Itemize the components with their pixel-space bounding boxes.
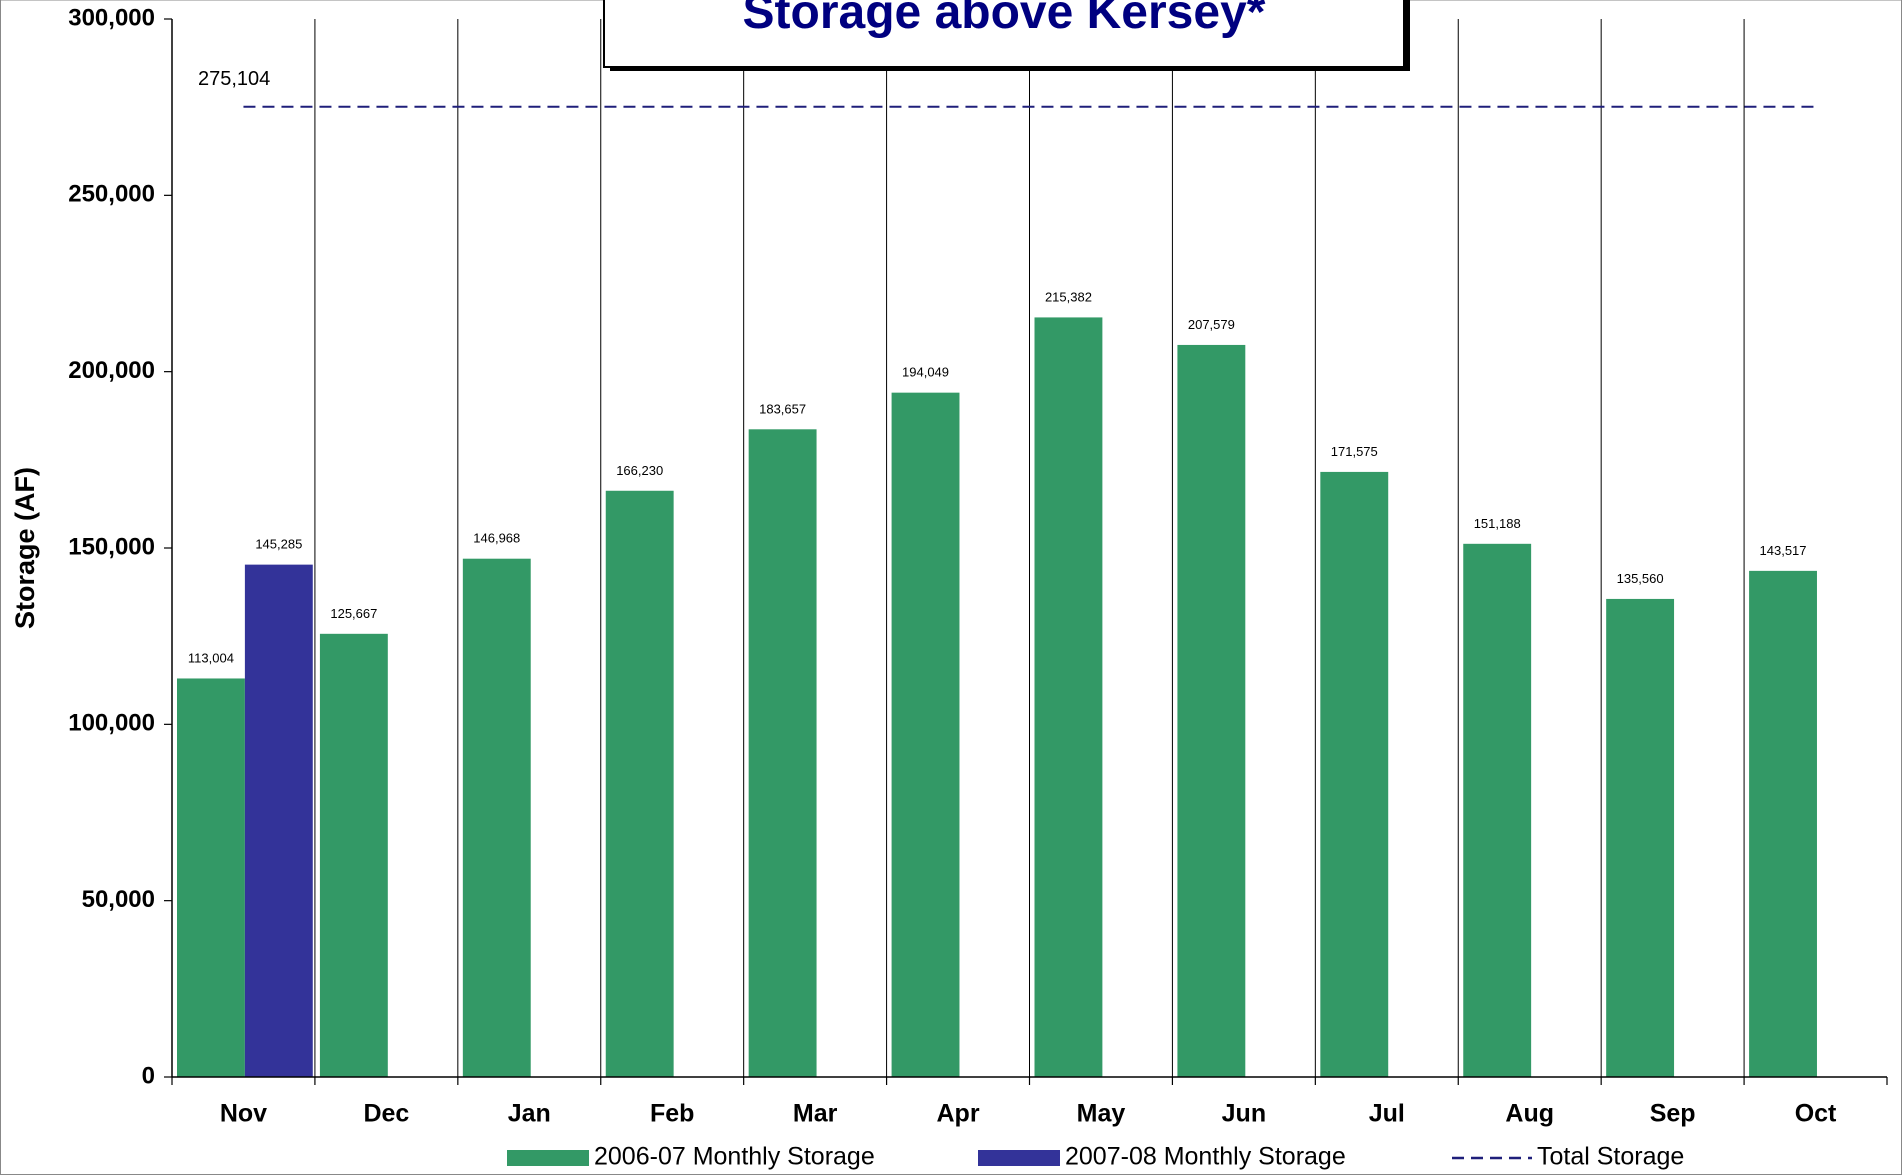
data-label: 194,049	[902, 365, 949, 380]
x-tick-label: Jun	[1222, 1100, 1266, 1128]
bar	[1463, 543, 1532, 1077]
reference-label: 275,104	[198, 68, 270, 90]
x-tick-label: Mar	[793, 1100, 838, 1128]
x-tick-label: Jul	[1369, 1100, 1405, 1128]
x-tick-label: May	[1077, 1100, 1126, 1128]
y-tick-label: 300,000	[68, 4, 155, 31]
x-tick-label: Oct	[1795, 1100, 1837, 1128]
x-tick-label: Nov	[220, 1100, 267, 1128]
x-tick-label: Apr	[937, 1100, 980, 1128]
bar	[319, 633, 388, 1077]
x-tick-label: Sep	[1650, 1100, 1696, 1128]
bar	[748, 429, 817, 1077]
data-label: 145,285	[255, 537, 302, 552]
y-tick-label: 200,000	[68, 357, 155, 384]
bar	[462, 558, 531, 1077]
legend-label: 2007-08 Monthly Storage	[1065, 1143, 1346, 1171]
legend-label: 2006-07 Monthly Storage	[594, 1143, 875, 1171]
data-label: 135,560	[1617, 571, 1664, 586]
x-tick-label: Dec	[363, 1100, 409, 1128]
bar	[891, 392, 960, 1077]
title-box	[603, 0, 1405, 68]
y-tick-label: 150,000	[68, 533, 155, 560]
bar	[1034, 317, 1103, 1077]
data-label: 207,579	[1188, 317, 1235, 332]
data-label: 146,968	[473, 531, 520, 546]
bar	[1606, 598, 1675, 1077]
bar	[1749, 570, 1817, 1077]
y-tick-label: 100,000	[68, 710, 155, 737]
y-tick-label: 50,000	[82, 886, 155, 913]
y-axis-title: Storage (AF)	[10, 467, 40, 629]
data-label: 215,382	[1045, 289, 1092, 304]
x-tick-label: Feb	[650, 1100, 694, 1128]
data-label: 183,657	[759, 401, 806, 416]
legend-swatch	[507, 1150, 589, 1166]
data-label: 143,517	[1760, 543, 1807, 558]
data-label: 166,230	[616, 463, 663, 478]
bar	[1177, 344, 1246, 1077]
x-tick-label: Jan	[508, 1100, 551, 1128]
data-label: 151,188	[1474, 516, 1521, 531]
y-tick-label: 0	[142, 1062, 155, 1089]
bar	[177, 678, 245, 1077]
data-label: 171,575	[1331, 444, 1378, 459]
bar	[605, 490, 674, 1077]
x-tick-label: Aug	[1505, 1100, 1554, 1128]
bar	[1320, 471, 1389, 1077]
legend-label: Total Storage	[1537, 1143, 1684, 1171]
chart-title: Storage above Kersey*	[743, 0, 1266, 39]
legend-swatch	[978, 1150, 1060, 1166]
bar	[244, 564, 313, 1077]
data-label: 125,667	[330, 606, 377, 621]
y-tick-label: 250,000	[68, 181, 155, 208]
data-label: 113,004	[188, 650, 234, 665]
